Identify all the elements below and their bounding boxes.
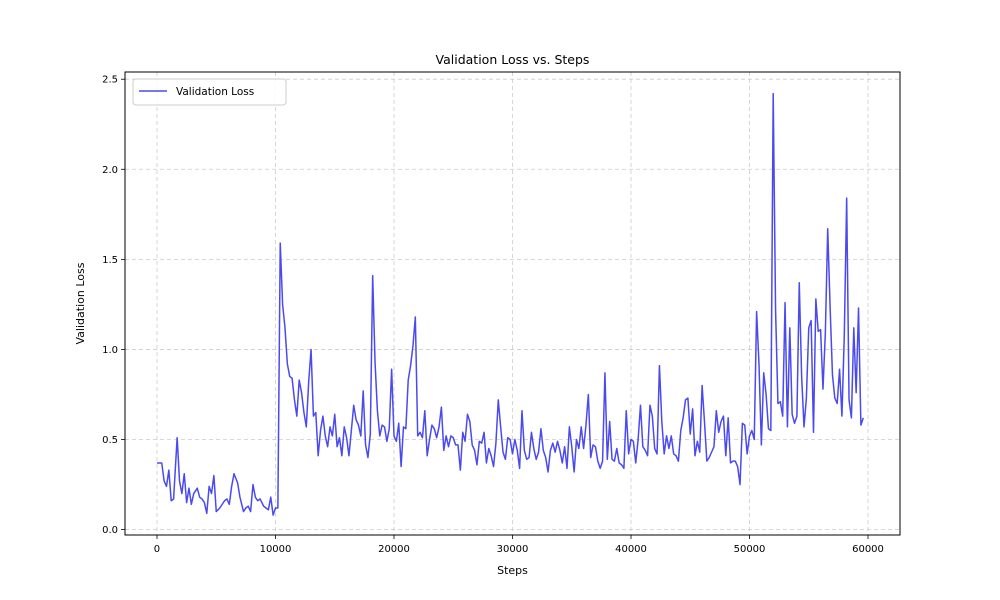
x-tick-label: 40000 [615,544,647,555]
series-line [157,92,864,516]
x-tick-label: 60000 [852,544,884,555]
y-tick-label: 1.5 [102,255,118,266]
y-tick-label: 1.0 [102,345,118,356]
x-tick-label: 50000 [734,544,766,555]
y-tick-label: 0.0 [102,525,118,536]
x-tick-label: 0 [154,544,160,555]
x-tick-label: 10000 [260,544,292,555]
x-tick-label: 20000 [378,544,410,555]
series-layer [157,92,864,516]
legend[interactable]: Validation Loss [132,78,287,106]
x-tick-label: 30000 [497,544,529,555]
ticks: 0 10000 20000 30000 40000 50000 60000 0.0 0.5 1.0… [102,75,884,555]
y-tick-label: 2.5 [102,75,118,86]
legend-box [132,78,287,106]
y-tick-label: 2.0 [102,165,118,176]
y-tick-label: 0.5 [102,435,118,446]
chart-title: Validation Loss vs. Steps [436,52,590,67]
legend-label: Validation Loss [176,86,254,98]
x-axis-label: Steps [497,564,528,577]
y-axis-label: Validation Loss [74,262,87,344]
